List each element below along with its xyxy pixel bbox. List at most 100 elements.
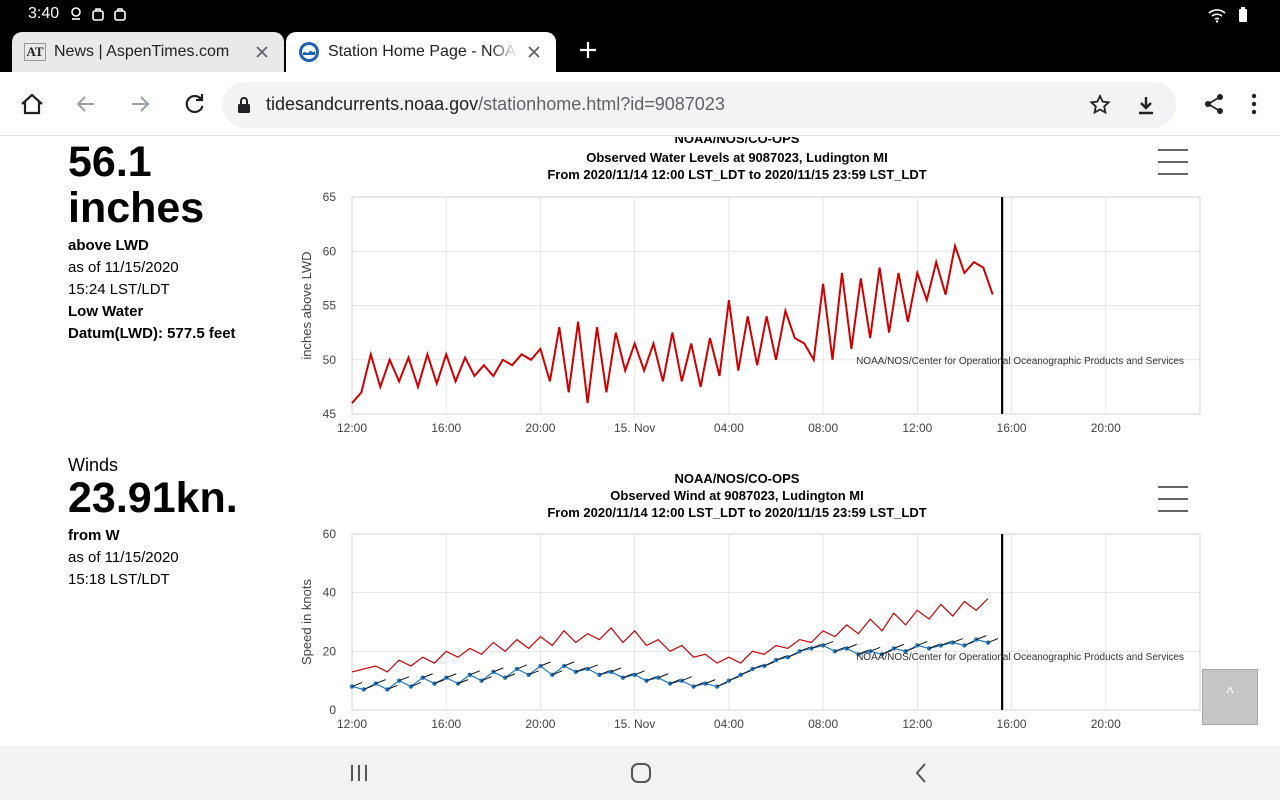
- wind-direction-arrow: [881, 649, 893, 655]
- winds-label: Winds: [68, 455, 119, 475]
- lock-icon[interactable]: [236, 96, 252, 114]
- x-tick-label: 20:00: [525, 717, 555, 731]
- chart-credit: NOAA/NOS/Center for Operational Oceanogr…: [856, 356, 1184, 367]
- winds-value: 23.91kn.: [68, 474, 238, 522]
- x-tick-label: 16:00: [997, 717, 1027, 731]
- water-level-reference: above LWD: [68, 237, 149, 254]
- forward-arrow-icon[interactable]: [126, 90, 154, 118]
- close-tab-icon[interactable]: [252, 42, 272, 62]
- x-tick-label: 20:00: [1091, 421, 1121, 435]
- wind-direction-arrow: [870, 646, 881, 652]
- more-menu-icon[interactable]: [1240, 90, 1268, 118]
- wind-direction-arrow: [493, 667, 504, 673]
- wind-direction-arrow: [846, 643, 857, 649]
- recent-apps-icon[interactable]: [346, 760, 372, 786]
- wind-direction-arrow: [822, 641, 834, 646]
- reload-icon[interactable]: [180, 90, 208, 118]
- winds-as-of: as of 11/15/2020: [68, 549, 179, 566]
- tab-noaa-station[interactable]: Station Home Page - NOAA Tides: [286, 32, 556, 72]
- wind-direction-arrow: [504, 673, 516, 679]
- wind-direction-arrow: [646, 676, 657, 682]
- back-button-icon[interactable]: [908, 760, 934, 786]
- wind-direction-arrow: [469, 670, 480, 676]
- chart-menu-icon-bar: [1158, 161, 1188, 163]
- wind-direction-arrow: [387, 685, 398, 690]
- wind-direction-arrow: [457, 679, 469, 685]
- home-icon[interactable]: [18, 90, 46, 118]
- y-axis-label: Speed in knots: [299, 579, 314, 666]
- chart-menu-icon-bar: [1158, 510, 1188, 512]
- water-level-unit: inches: [68, 184, 205, 232]
- wind-direction-arrow: [858, 649, 869, 655]
- data-point: [420, 675, 425, 680]
- charts-svg: NOAA/NOS/CO-OPS Observed Water Levels at …: [299, 137, 1201, 731]
- chart-menu-icon-bar: [1158, 486, 1188, 488]
- datum-line-2: Datum(LWD): 577.5 feet: [68, 325, 236, 342]
- wind-direction-arrow: [716, 682, 728, 687]
- wind-direction-arrow: [928, 643, 940, 649]
- data-point: [396, 678, 402, 683]
- location-icon: [71, 7, 81, 20]
- winds-time: 15:18 LST/LDT: [68, 571, 170, 588]
- x-tick-label: 12:00: [337, 717, 367, 731]
- system-icons: [1208, 6, 1252, 24]
- bag-icon: [92, 8, 104, 21]
- x-tick-label: 08:00: [808, 421, 838, 435]
- home-button-icon[interactable]: [628, 760, 654, 786]
- chart-title-line: NOAA/NOS/CO-OPS: [675, 137, 800, 146]
- water-level-as-of: as of 11/15/2020: [68, 259, 179, 276]
- scroll-to-top-button[interactable]: ^: [1202, 669, 1258, 725]
- tab-aspentimes[interactable]: AT News | AspenTimes.com: [12, 32, 284, 72]
- wind-direction-arrow: [434, 679, 445, 685]
- wind-direction-arrow: [528, 670, 539, 676]
- close-tab-icon[interactable]: [524, 42, 544, 62]
- y-tick-label: 60: [323, 527, 337, 541]
- share-icon[interactable]: [1200, 90, 1228, 118]
- datum-line-1: Low Water: [68, 303, 144, 320]
- wind-direction-arrow: [446, 673, 457, 679]
- wind-direction-arrow: [705, 679, 716, 685]
- wind-direction-arrow: [599, 670, 610, 676]
- notification-icons: [68, 6, 128, 22]
- series-line: [351, 241, 994, 404]
- y-axis-label: inches above LWD: [299, 251, 314, 359]
- chart-credit: NOAA/NOS/Center for Operational Oceanogr…: [856, 652, 1184, 663]
- bag-icon: [114, 8, 126, 21]
- plot-frame: [351, 533, 1201, 711]
- wind-direction-arrow: [587, 664, 598, 670]
- chart-menu-icon-bar: [1158, 149, 1188, 151]
- noaa-favicon-icon: [298, 41, 320, 63]
- url-text[interactable]: tidesandcurrents.noaa.gov/stationhome.ht…: [266, 94, 725, 115]
- wind-direction-arrow: [658, 673, 669, 679]
- wind-direction-arrow: [764, 661, 775, 667]
- bookmark-star-icon[interactable]: [1088, 93, 1112, 117]
- x-tick-label: 20:00: [525, 421, 555, 435]
- wind-direction-arrow: [681, 676, 692, 682]
- wind-direction-arrow: [422, 673, 433, 679]
- x-tick-label: 12:00: [902, 421, 932, 435]
- status-time: 3:40: [28, 5, 60, 22]
- data-point: [491, 669, 496, 675]
- battery-icon: [1239, 7, 1247, 22]
- y-tick-label: 20: [323, 644, 337, 658]
- tab-title: News | AspenTimes.com: [54, 43, 230, 60]
- wind-direction-arrow: [775, 655, 787, 661]
- new-tab-plus-icon[interactable]: [576, 38, 600, 62]
- x-tick-label: 15. Nov: [614, 421, 655, 435]
- wind-direction-arrow: [363, 685, 374, 690]
- wind-direction-arrow: [693, 682, 704, 687]
- x-tick-label: 15. Nov: [614, 717, 655, 731]
- wind-direction-arrow: [811, 643, 822, 649]
- wind-direction-arrow: [634, 670, 645, 676]
- address-bar[interactable]: tidesandcurrents.noaa.gov/stationhome.ht…: [222, 82, 1176, 128]
- wind-direction-arrow: [669, 679, 681, 685]
- y-tick-label: 40: [323, 586, 337, 600]
- back-arrow-icon[interactable]: [72, 90, 100, 118]
- wind-direction-arrow: [917, 641, 928, 646]
- wind-direction-arrow: [799, 646, 810, 652]
- download-icon[interactable]: [1134, 93, 1158, 117]
- system-nav-bar: [0, 746, 1280, 800]
- chart-title-line: Observed Water Levels at 9087023, Luding…: [586, 150, 888, 165]
- data-point: [408, 684, 414, 689]
